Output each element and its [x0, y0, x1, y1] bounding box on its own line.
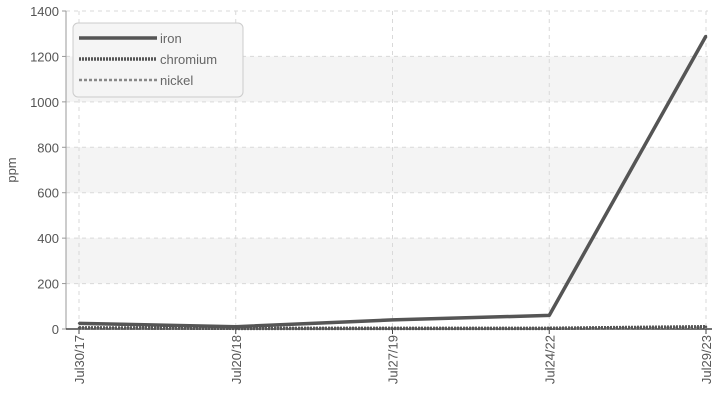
y-tick-labels: 0 200 400 600 800 1000 1200 1400 [30, 4, 66, 337]
y-tick-label: 800 [37, 140, 59, 155]
y-tick-label: 200 [37, 277, 59, 292]
data-point-iron [77, 322, 81, 325]
y-tick-label: 600 [37, 186, 59, 201]
series-lines [77, 34, 708, 331]
x-tick-labels: Jul30/17 Jul20/18 Jul27/19 Jul24/22 Jul29/23 [72, 329, 714, 384]
data-point-iron [548, 314, 551, 317]
data-point-iron [391, 318, 394, 322]
x-tick-label: Jul20/18 [229, 335, 244, 384]
data-point-iron [234, 325, 237, 328]
y-axis-label: ppm [4, 157, 19, 182]
x-tick-label: Jul27/19 [386, 335, 401, 384]
y-tick-label: 1000 [30, 95, 59, 110]
x-tick-label: Jul24/22 [542, 335, 557, 384]
x-tick-label: Jul29/23 [699, 335, 714, 384]
y-tick-label: 1200 [30, 49, 59, 64]
data-point-chromium [391, 327, 394, 330]
legend-label-chromium: chromium [160, 52, 217, 67]
data-point-chromium [704, 325, 708, 328]
plot-band [66, 147, 708, 193]
legend-box [72, 22, 244, 98]
y-tick-label: 1400 [30, 4, 59, 19]
plot-band [66, 238, 708, 284]
x-tick-label: Jul30/17 [72, 335, 87, 384]
data-point-iron [704, 34, 708, 38]
y-tick-label: 0 [52, 322, 59, 337]
data-point-chromium [77, 326, 81, 330]
legend: iron chromium nickel [72, 22, 244, 98]
y-tick-label: 400 [37, 231, 59, 246]
legend-label-nickel: nickel [160, 73, 193, 88]
data-point-chromium [548, 327, 551, 330]
legend-label-iron: iron [160, 31, 182, 46]
